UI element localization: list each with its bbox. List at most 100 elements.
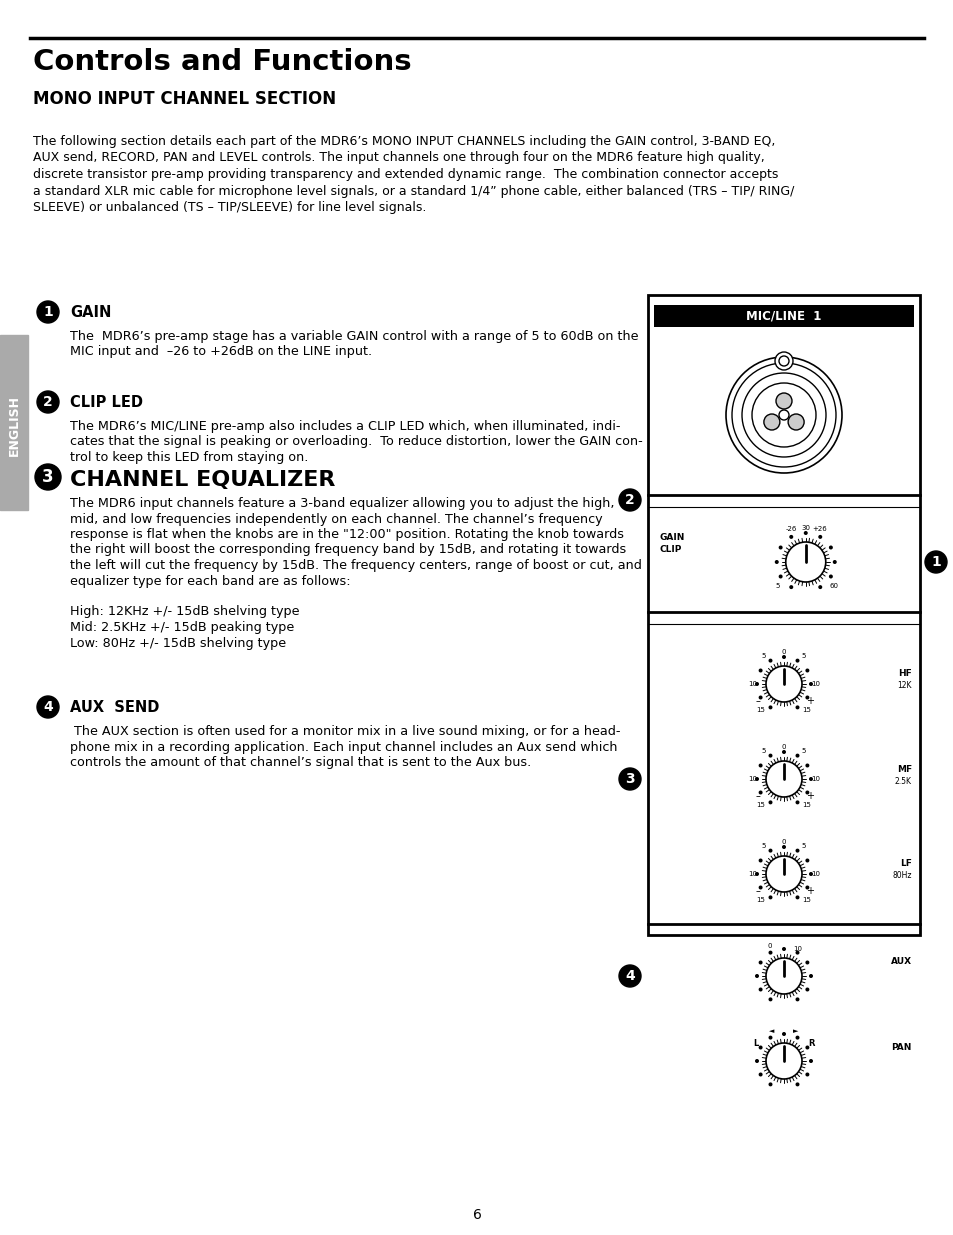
Text: a standard XLR mic cable for microphone level signals, or a standard 1/4” phone : a standard XLR mic cable for microphone … — [33, 184, 794, 198]
Text: ◄: ◄ — [768, 1028, 774, 1034]
Text: cates that the signal is peaking or overloading.  To reduce distortion, lower th: cates that the signal is peaking or over… — [70, 436, 642, 448]
Circle shape — [804, 790, 808, 794]
Circle shape — [787, 414, 803, 430]
Circle shape — [754, 1058, 759, 1063]
Text: MIC input and  –26 to +26dB on the LINE input.: MIC input and –26 to +26dB on the LINE i… — [70, 346, 372, 358]
Text: Controls and Functions: Controls and Functions — [33, 48, 411, 77]
Circle shape — [765, 1044, 801, 1079]
Text: 15: 15 — [801, 802, 811, 808]
Circle shape — [758, 763, 761, 767]
Circle shape — [765, 856, 801, 892]
Text: 2: 2 — [624, 493, 634, 508]
Text: equalizer type for each band are as follows:: equalizer type for each band are as foll… — [70, 574, 351, 588]
Text: phone mix in a recording application. Each input channel includes an Aux send wh: phone mix in a recording application. Ea… — [70, 741, 617, 753]
Text: 30: 30 — [801, 525, 809, 531]
Circle shape — [758, 961, 761, 965]
Text: the left will cut the frequency by 15dB. The frequency centers, range of boost o: the left will cut the frequency by 15dB.… — [70, 559, 641, 572]
Circle shape — [808, 1058, 812, 1063]
Text: 10: 10 — [793, 946, 801, 952]
Circle shape — [804, 668, 808, 673]
Text: 5: 5 — [761, 653, 765, 659]
Text: controls the amount of that channel’s signal that is sent to the Aux bus.: controls the amount of that channel’s si… — [70, 756, 531, 769]
Circle shape — [924, 551, 946, 573]
Text: AUX  SEND: AUX SEND — [70, 700, 159, 715]
Text: CLIP: CLIP — [659, 545, 681, 553]
Text: Low: 80Hz +/- 15dB shelving type: Low: 80Hz +/- 15dB shelving type — [70, 636, 286, 650]
Circle shape — [768, 1082, 772, 1087]
Text: 10: 10 — [747, 871, 757, 877]
Circle shape — [768, 800, 772, 804]
Text: 10: 10 — [747, 776, 757, 782]
Text: the right will boost the corresponding frequency band by 15dB, and rotating it t: the right will boost the corresponding f… — [70, 543, 625, 557]
Circle shape — [35, 464, 61, 490]
Text: -26: -26 — [785, 526, 797, 532]
Circle shape — [795, 658, 799, 663]
Text: 4: 4 — [624, 969, 634, 983]
Circle shape — [804, 695, 808, 699]
Bar — [654, 305, 913, 327]
Text: 15: 15 — [756, 897, 764, 903]
Circle shape — [754, 682, 759, 685]
Circle shape — [618, 768, 640, 790]
Circle shape — [37, 301, 59, 324]
Text: CLIP LED: CLIP LED — [70, 395, 143, 410]
Text: 4: 4 — [43, 700, 52, 714]
Circle shape — [774, 559, 778, 564]
Circle shape — [765, 761, 801, 797]
Circle shape — [788, 535, 793, 538]
Circle shape — [832, 559, 836, 564]
Text: The MDR6 input channels feature a 3-band equalizer allowing you to adjust the hi: The MDR6 input channels feature a 3-band… — [70, 496, 614, 510]
Text: PAN: PAN — [891, 1042, 911, 1051]
Circle shape — [754, 974, 759, 978]
Text: The AUX section is often used for a monitor mix in a live sound mixing, or for a: The AUX section is often used for a moni… — [70, 725, 619, 739]
Text: High: 12KHz +/- 15dB shelving type: High: 12KHz +/- 15dB shelving type — [70, 605, 299, 619]
Text: 10: 10 — [810, 680, 820, 687]
Text: –: – — [755, 885, 760, 897]
Circle shape — [768, 848, 772, 852]
Text: mid, and low frequencies independently on each channel. The channel’s frequency: mid, and low frequencies independently o… — [70, 513, 602, 526]
Circle shape — [765, 958, 801, 994]
Circle shape — [818, 535, 821, 538]
Text: discrete transistor pre-amp providing transparency and extended dynamic range.  : discrete transistor pre-amp providing tr… — [33, 168, 778, 182]
Circle shape — [768, 998, 772, 1002]
Circle shape — [795, 800, 799, 804]
Text: –: – — [755, 790, 760, 802]
Text: 5: 5 — [801, 653, 805, 659]
Circle shape — [618, 489, 640, 511]
Circle shape — [778, 574, 781, 578]
Circle shape — [781, 1032, 785, 1036]
Text: 1: 1 — [43, 305, 52, 319]
Text: 10: 10 — [747, 680, 757, 687]
Circle shape — [804, 858, 808, 862]
Circle shape — [37, 697, 59, 718]
Text: Mid: 2.5KHz +/- 15dB peaking type: Mid: 2.5KHz +/- 15dB peaking type — [70, 621, 294, 634]
Text: The MDR6’s MIC/LINE pre-amp also includes a CLIP LED which, when illuminated, in: The MDR6’s MIC/LINE pre-amp also include… — [70, 420, 619, 433]
Circle shape — [754, 872, 759, 876]
Circle shape — [803, 531, 807, 535]
Circle shape — [795, 1036, 799, 1040]
Text: 1: 1 — [930, 555, 940, 569]
Text: ►: ► — [793, 1028, 798, 1034]
Circle shape — [37, 391, 59, 412]
Circle shape — [768, 1036, 772, 1040]
Text: 5: 5 — [801, 748, 805, 755]
Text: +: + — [805, 790, 813, 802]
Circle shape — [775, 393, 791, 409]
Circle shape — [768, 895, 772, 899]
Circle shape — [758, 668, 761, 673]
Circle shape — [774, 352, 792, 370]
Circle shape — [763, 414, 779, 430]
Circle shape — [828, 546, 832, 550]
Text: The following section details each part of the MDR6’s MONO INPUT CHANNELS includ: The following section details each part … — [33, 135, 775, 148]
Circle shape — [618, 965, 640, 987]
Text: 60: 60 — [828, 583, 838, 589]
Circle shape — [795, 951, 799, 955]
Text: –: – — [755, 697, 760, 706]
Text: 2: 2 — [43, 395, 52, 409]
Circle shape — [778, 546, 781, 550]
Circle shape — [781, 655, 785, 659]
Circle shape — [758, 1072, 761, 1077]
Text: 0: 0 — [781, 743, 785, 750]
Circle shape — [765, 666, 801, 701]
Text: 3: 3 — [42, 468, 53, 487]
